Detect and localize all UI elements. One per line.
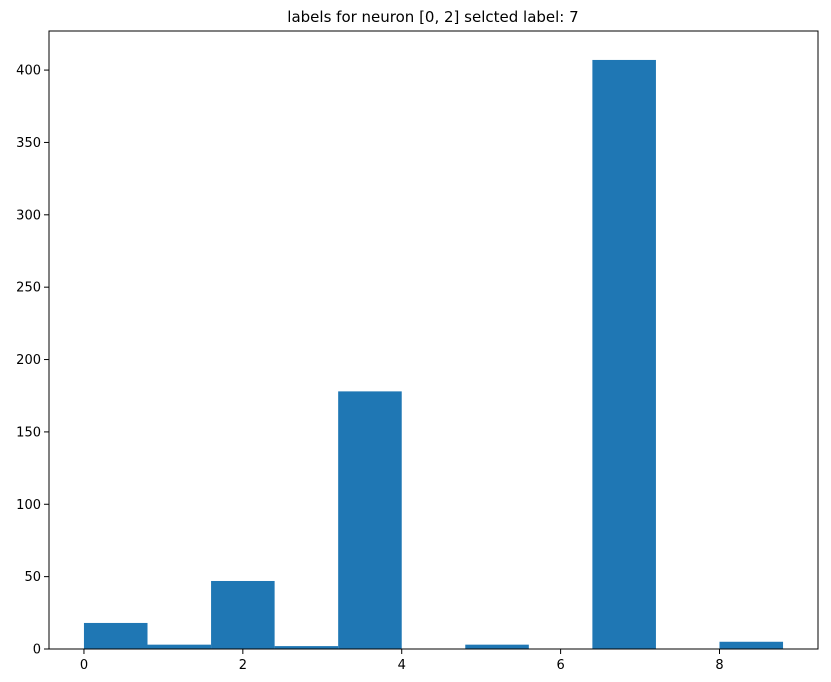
histogram-bar — [211, 580, 275, 649]
chart-title: labels for neuron [0, 2] selcted label: … — [287, 8, 578, 26]
y-tick-label: 150 — [16, 425, 41, 440]
y-tick-label: 400 — [16, 64, 41, 79]
bars-layer — [83, 59, 784, 649]
x-tick-label: 4 — [398, 658, 406, 673]
y-tick-label: 350 — [16, 136, 41, 151]
histogram-bar — [274, 646, 339, 649]
y-tick-label: 50 — [24, 570, 41, 585]
y-tick-label: 100 — [16, 498, 41, 513]
y-tick-label: 250 — [16, 281, 41, 296]
axes-layer: 0 2 4 6 8 0 50 100 150 200 250 300 350 400 — [16, 30, 819, 673]
plot-frame — [48, 30, 819, 650]
x-tick-label: 6 — [556, 658, 564, 673]
x-tick-label: 8 — [715, 658, 723, 673]
y-tick-label: 0 — [33, 643, 41, 658]
y-tick-label: 200 — [16, 353, 41, 368]
y-tick-label: 300 — [16, 208, 41, 223]
histogram-bar — [465, 644, 529, 649]
histogram-bar — [719, 641, 784, 649]
histogram-bar — [338, 391, 402, 649]
histogram-bar — [83, 622, 148, 649]
x-tick-label: 2 — [239, 658, 247, 673]
histogram-bar — [592, 59, 656, 649]
histogram-bar — [147, 644, 212, 649]
x-tick-label: 0 — [80, 658, 88, 673]
